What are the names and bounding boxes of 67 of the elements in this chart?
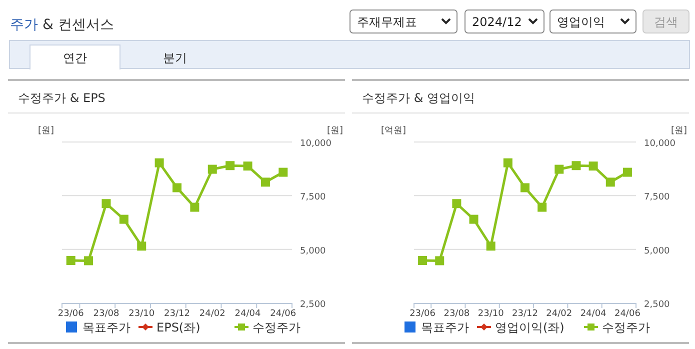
y2-axis-title: [원] [326,126,343,136]
point [520,183,530,192]
legend-label: 목표주가 [421,320,469,334]
point [119,214,128,224]
point [622,168,632,177]
point [243,162,252,171]
text: 연간 [63,51,87,65]
text: 2024/12 [472,15,522,29]
x-tick-label: 23/12 [164,309,190,319]
point [469,214,478,224]
point [606,178,615,187]
point [190,202,200,212]
legend-label: 수정주가 [602,320,650,334]
point [102,199,111,208]
x-tick-label: 23/06 [410,309,436,319]
y2-tick-label: 7,500 [644,192,670,203]
y2-tick-label: 2,500 [644,300,670,310]
x-tick-label: 24/06 [614,309,641,319]
x-tick-label: 24/04 [580,309,607,319]
x-tick-label: 23/08 [93,309,120,319]
point [66,256,76,265]
x-tick-label: 23/08 [444,309,470,319]
point [172,183,182,192]
y2-tick-label: 5,000 [300,246,326,256]
text: 영업이익 [557,15,605,29]
y2-tick-label: 10,000 [644,139,676,149]
x-tick-label: 24/06 [270,309,296,319]
y-axis-title: [억원] [380,126,406,136]
point [278,168,288,177]
x-tick-label: 24/02 [199,309,226,319]
point [208,164,217,174]
point [435,256,444,266]
y2-tick-label: 2,500 [300,300,326,310]
y2-tick-label: 5,000 [644,246,670,256]
point [418,256,428,265]
y2-tick-label: 7,500 [300,192,326,203]
legend-label: 수정주가 [252,320,300,334]
point [538,202,547,212]
x-tick-label: 23/12 [512,309,538,319]
point [486,242,496,251]
text: 분기 [163,51,187,65]
chart-title: 수정주가 & 영업이익 [362,91,475,105]
x-tick-label: 23/10 [478,309,504,319]
chart-title: 수정주가 & EPS [18,91,106,105]
x-tick-label: 24/04 [234,309,262,319]
y2-tick-label: 10,000 [300,139,332,149]
point [452,199,462,208]
x-tick-label: 24/02 [546,309,572,319]
y-axis-title: [원] [38,126,54,136]
x-tick-label: 23/10 [128,309,155,319]
point [554,164,564,174]
text: 주재무제표 [357,15,417,29]
point [572,161,581,170]
point [84,256,94,266]
point [137,242,146,251]
point [154,158,164,168]
legend-label: EPS(좌) [156,320,200,334]
point [260,178,270,187]
point [503,158,512,168]
point [226,161,235,170]
x-tick-label: 23/06 [58,309,84,319]
text: 검색 [654,15,678,29]
legend-label: 목표주가 [82,320,130,334]
text: 주가 & 컨센서스 [10,17,114,33]
legend-label: 영업이익(좌) [495,320,564,334]
point [588,162,598,171]
y2-axis-title: [원] [670,126,687,136]
